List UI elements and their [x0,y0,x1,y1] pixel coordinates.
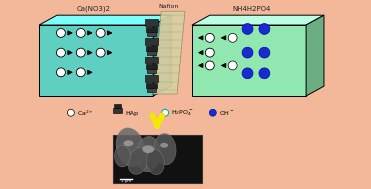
Polygon shape [153,11,185,94]
Bar [145,19,158,26]
Circle shape [209,109,216,116]
Circle shape [259,68,270,79]
Bar [146,46,157,51]
Circle shape [68,109,74,116]
Circle shape [76,48,85,57]
Bar [146,64,157,69]
Circle shape [259,24,270,34]
Bar [112,108,122,113]
Ellipse shape [115,145,131,167]
Circle shape [56,68,65,77]
Bar [147,69,156,73]
Circle shape [56,29,65,37]
Ellipse shape [154,133,176,165]
Bar [145,57,158,64]
Bar [112,135,202,183]
Polygon shape [192,25,306,96]
Ellipse shape [142,145,154,153]
Circle shape [242,68,253,79]
Polygon shape [192,15,324,25]
Circle shape [206,48,214,57]
Text: Nafion: Nafion [158,4,178,9]
Ellipse shape [136,136,160,172]
Polygon shape [153,15,171,96]
Circle shape [242,47,253,58]
Text: 1 μm: 1 μm [121,179,131,183]
Bar [146,27,157,32]
Circle shape [228,61,237,70]
Bar [145,75,158,82]
Circle shape [56,48,65,57]
Text: NH4H2PO4: NH4H2PO4 [232,6,271,12]
Circle shape [206,33,214,42]
Circle shape [162,109,169,116]
Bar [147,51,156,55]
Circle shape [228,33,237,42]
Circle shape [76,29,85,37]
Circle shape [96,29,105,37]
Ellipse shape [124,140,134,146]
Text: HAp: HAp [125,111,138,116]
Circle shape [76,68,85,77]
Polygon shape [39,15,171,25]
Ellipse shape [128,148,149,174]
Bar [146,83,157,88]
Ellipse shape [146,149,164,175]
Ellipse shape [116,128,145,167]
Ellipse shape [160,143,168,148]
Circle shape [242,24,253,34]
Text: H$_2$PO$_4^-$: H$_2$PO$_4^-$ [171,108,194,118]
Polygon shape [306,15,324,96]
Circle shape [96,48,105,57]
Bar [147,32,156,36]
Text: OH$^-$: OH$^-$ [219,109,234,117]
Bar [147,88,156,92]
Bar [114,104,121,108]
Circle shape [259,47,270,58]
Polygon shape [39,25,153,96]
Text: Ca(NO3)2: Ca(NO3)2 [77,6,111,12]
Bar [145,38,158,45]
Text: Ca$^{2+}$: Ca$^{2+}$ [77,108,94,118]
Circle shape [206,61,214,70]
